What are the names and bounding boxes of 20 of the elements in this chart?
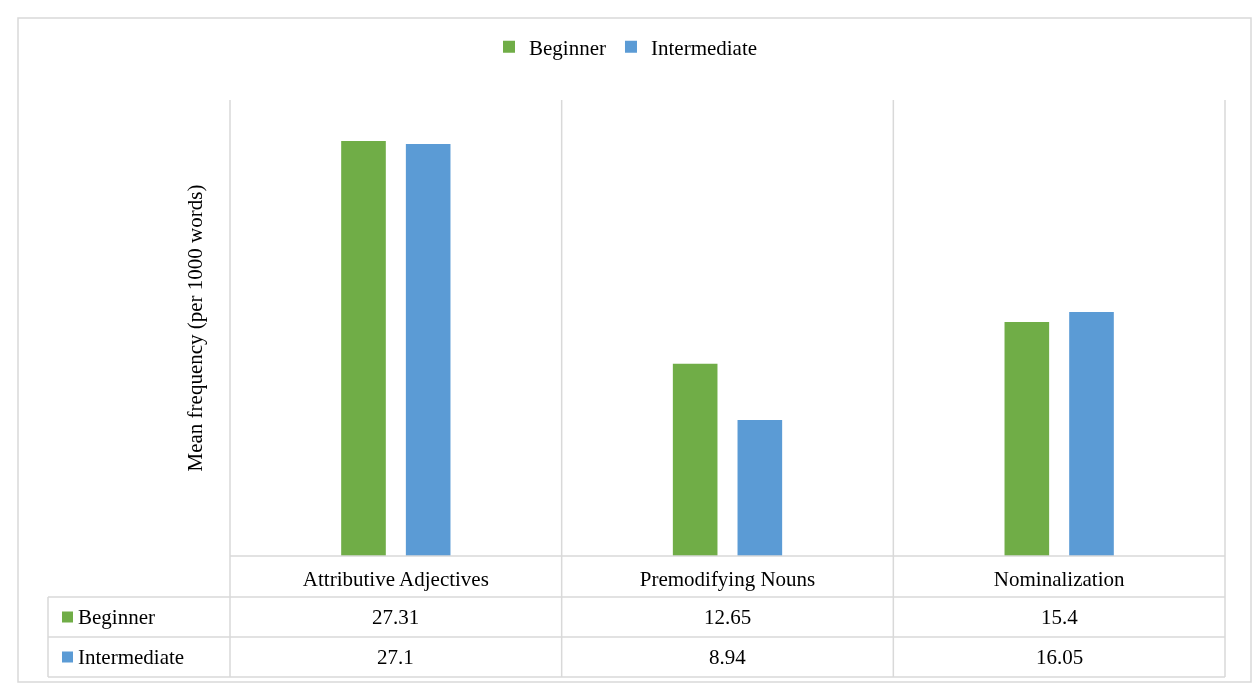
bar (1004, 321, 1050, 556)
legend-label: Intermediate (650, 35, 758, 60)
x-tick-label: Premodifying Nouns (639, 567, 816, 591)
y-axis-title: Mean frequency (per 1000 words) (183, 184, 208, 472)
data-label: 12.65 (704, 605, 752, 629)
data-label: 27.1 (377, 645, 414, 669)
legend-label: Beginner (529, 35, 606, 60)
x-tick-label: Nominalization (993, 567, 1125, 591)
bar (341, 140, 386, 556)
bar (737, 420, 783, 556)
bar (672, 363, 718, 556)
x-tick-label: Attributive Adjectives (302, 567, 489, 591)
data-label: 15.4 (1041, 605, 1079, 629)
text: Intermediate (78, 645, 185, 669)
data-label: 16.05 (1036, 645, 1084, 669)
bar (1069, 312, 1114, 556)
bar (405, 144, 451, 556)
data-label: 27.31 (372, 605, 420, 629)
text: Beginner (78, 605, 155, 629)
data-label: 8.94 (709, 645, 747, 669)
